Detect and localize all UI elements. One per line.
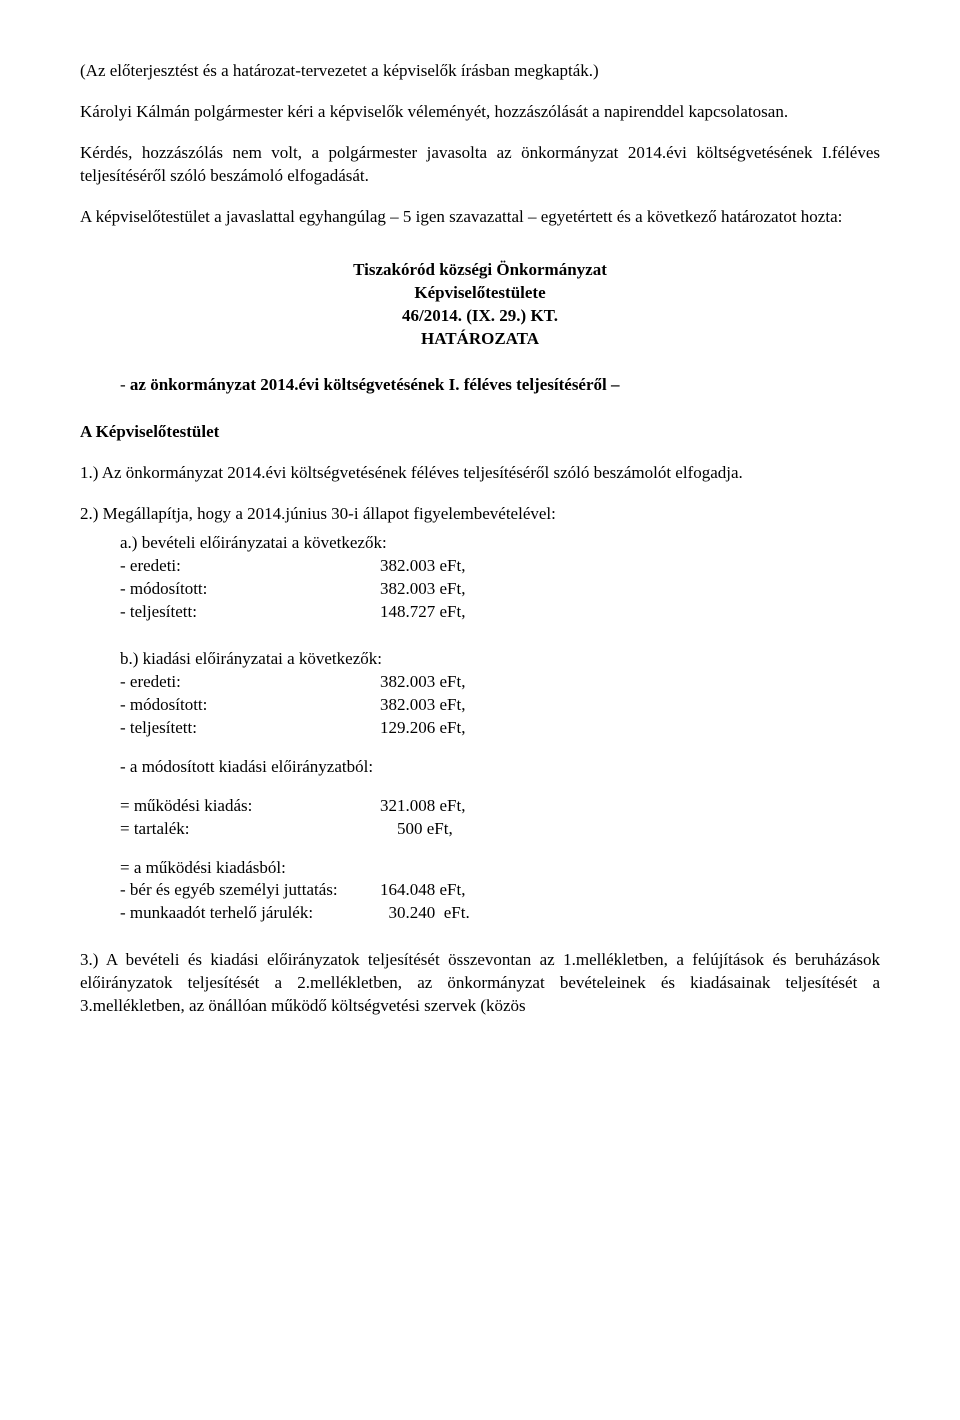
eq1-label: = működési kiadás:: [120, 795, 380, 818]
resolution-header-line1: Tiszakóród községi Önkormányzat: [80, 259, 880, 282]
subject-line: - az önkormányzat 2014.évi költségvetésé…: [120, 374, 880, 397]
list-b-label: - módosított:: [120, 694, 380, 717]
bullet-dash: -: [120, 375, 130, 394]
modified-expenses-header: - a módosított kiadási előirányzatból:: [120, 756, 880, 779]
list-b-label: - eredeti:: [120, 671, 380, 694]
list-a-value: 382.003 eFt,: [380, 555, 520, 578]
list-a-label: - eredeti:: [120, 555, 380, 578]
eq2-label: - bér és egyéb személyi juttatás:: [120, 879, 380, 902]
resolution-header: Tiszakóród községi Önkormányzat Képvisel…: [80, 259, 880, 351]
list-b: b.) kiadási előirányzatai a következők: …: [120, 648, 880, 925]
eq2-row: - munkaadót terhelő járulék: 30.240 eFt.: [120, 902, 880, 925]
eq1-row: = működési kiadás: 321.008 eFt,: [120, 795, 880, 818]
resolution-header-line2: Képviselőtestülete: [80, 282, 880, 305]
eq1-label: = tartalék:: [120, 818, 380, 841]
intro-paragraph-3: Kérdés, hozzászólás nem volt, a polgárme…: [80, 142, 880, 188]
eq1-value: 500 eFt,: [380, 818, 520, 841]
eq1-value: 321.008 eFt,: [380, 795, 520, 818]
list-b-row: - eredeti: 382.003 eFt,: [120, 671, 880, 694]
point-2: 2.) Megállapítja, hogy a 2014.június 30-…: [80, 503, 880, 526]
point-3: 3.) A bevételi és kiadási előirányzatok …: [80, 949, 880, 1018]
list-a-row: - módosított: 382.003 eFt,: [120, 578, 880, 601]
list-a-label: - módosított:: [120, 578, 380, 601]
list-b-row: - teljesített: 129.206 eFt,: [120, 717, 880, 740]
list-b-value: 382.003 eFt,: [380, 671, 520, 694]
eq2-label: - munkaadót terhelő járulék:: [120, 902, 380, 925]
list-b-label: - teljesített:: [120, 717, 380, 740]
point-1: 1.) Az önkormányzat 2014.évi költségveté…: [80, 462, 880, 485]
list-a-row: - teljesített: 148.727 eFt,: [120, 601, 880, 624]
list-a-header: a.) bevételi előirányzatai a következők:: [120, 532, 880, 555]
intro-paragraph-4: A képviselőtestület a javaslattal egyhan…: [80, 206, 880, 229]
subject-text: az önkormányzat 2014.évi költségvetéséne…: [130, 375, 620, 394]
list-a-row: - eredeti: 382.003 eFt,: [120, 555, 880, 578]
list-b-value: 129.206 eFt,: [380, 717, 520, 740]
list-a-value: 148.727 eFt,: [380, 601, 520, 624]
eq1-row: = tartalék: 500 eFt,: [120, 818, 880, 841]
list-a-value: 382.003 eFt,: [380, 578, 520, 601]
resolution-header-line3: 46/2014. (IX. 29.) KT.: [80, 305, 880, 328]
list-b-header: b.) kiadási előirányzatai a következők:: [120, 648, 880, 671]
list-a: a.) bevételi előirányzatai a következők:…: [120, 532, 880, 624]
intro-paragraph-2: Károlyi Kálmán polgármester kéri a képvi…: [80, 101, 880, 124]
intro-paragraph-1: (Az előterjesztést és a határozat-tervez…: [80, 60, 880, 83]
eq2-value: 30.240 eFt.: [380, 902, 520, 925]
eq2-header: = a működési kiadásból:: [120, 857, 880, 880]
resolution-header-line4: HATÁROZATA: [80, 328, 880, 351]
list-a-label: - teljesített:: [120, 601, 380, 624]
list-b-row: - módosított: 382.003 eFt,: [120, 694, 880, 717]
list-b-value: 382.003 eFt,: [380, 694, 520, 717]
document-page: (Az előterjesztést és a határozat-tervez…: [0, 0, 960, 1420]
committee-header: A Képviselőtestület: [80, 421, 880, 444]
eq2-row: - bér és egyéb személyi juttatás: 164.04…: [120, 879, 880, 902]
eq2-value: 164.048 eFt,: [380, 879, 520, 902]
